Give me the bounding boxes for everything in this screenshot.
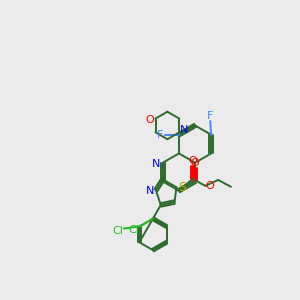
Text: Cl: Cl [128,224,139,235]
Text: Cl: Cl [112,226,123,236]
Text: O: O [191,158,200,168]
Text: F: F [207,111,213,121]
Text: S: S [178,181,186,194]
Text: O: O [145,115,154,124]
Text: O: O [188,156,197,166]
Text: F: F [157,130,164,140]
Text: N: N [152,159,160,169]
Text: N: N [146,186,154,196]
Text: O: O [205,181,214,191]
Text: N: N [180,125,188,135]
